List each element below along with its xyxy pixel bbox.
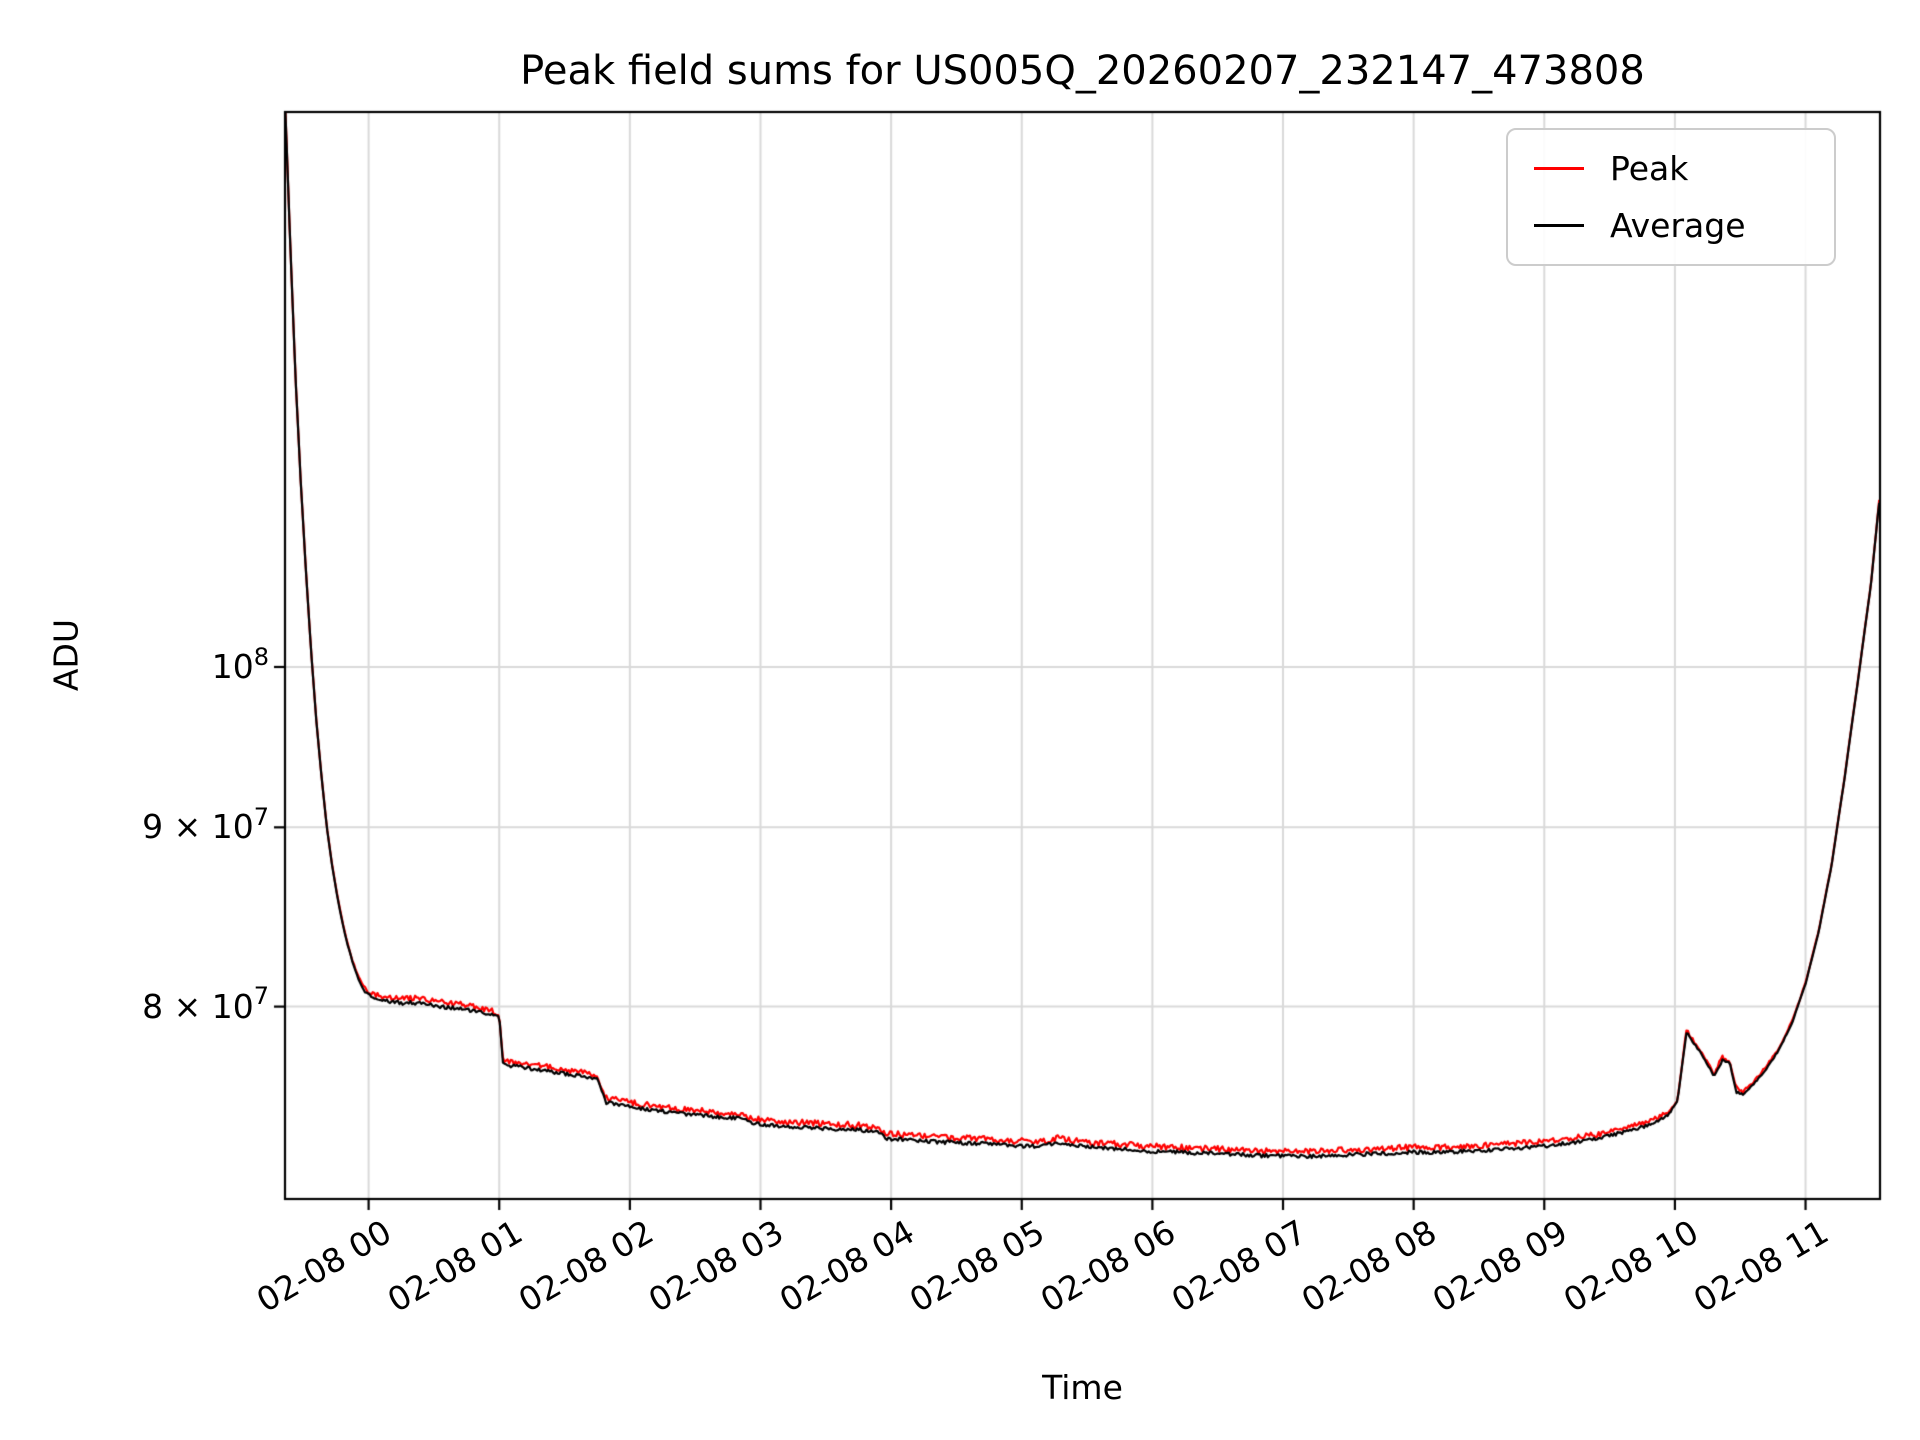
legend-line-swatch xyxy=(1534,224,1584,228)
legend: Peak Average xyxy=(1506,128,1836,266)
legend-item-average: Average xyxy=(1508,206,1834,245)
y-tick-label: 8 × 107 xyxy=(142,982,269,1026)
legend-label: Peak xyxy=(1610,148,1689,188)
legend-label: Average xyxy=(1610,206,1746,246)
y-tick-label: 9 × 107 xyxy=(142,803,269,847)
chart-title: Peak field sums for US005Q_20260207_2321… xyxy=(520,48,1645,94)
x-axis-label: Time xyxy=(1042,1368,1123,1407)
y-tick-label: 108 xyxy=(211,642,269,686)
legend-line-swatch xyxy=(1534,166,1584,170)
legend-item-peak: Peak xyxy=(1508,149,1834,188)
